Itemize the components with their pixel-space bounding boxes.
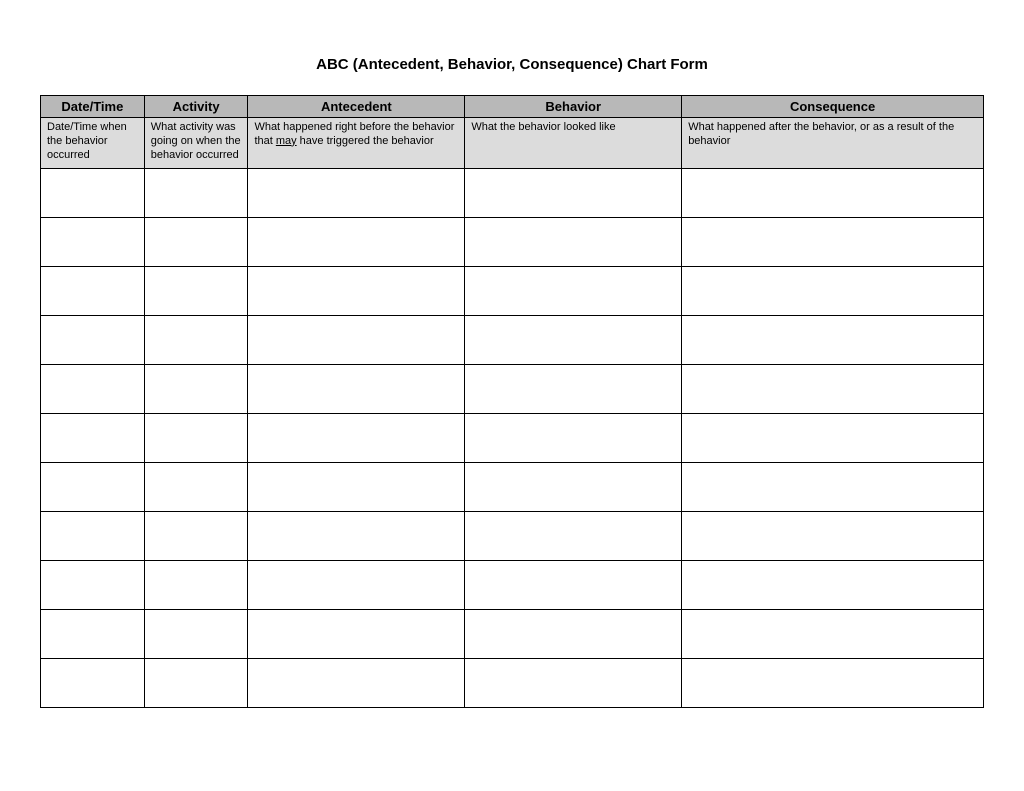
table-row <box>41 463 984 512</box>
table-cell <box>41 218 145 267</box>
table-row <box>41 414 984 463</box>
table-row <box>41 218 984 267</box>
table-cell <box>144 316 248 365</box>
col-description: What happened right before the behavior … <box>248 118 465 169</box>
table-cell <box>465 610 682 659</box>
col-header: Antecedent <box>248 96 465 118</box>
table-cell <box>465 561 682 610</box>
table-cell <box>682 316 984 365</box>
table-cell <box>465 414 682 463</box>
table-cell <box>248 512 465 561</box>
table-cell <box>144 463 248 512</box>
table-cell <box>248 316 465 365</box>
table-cell <box>248 169 465 218</box>
table-cell <box>682 169 984 218</box>
col-header: Date/Time <box>41 96 145 118</box>
col-header: Consequence <box>682 96 984 118</box>
table-cell <box>144 512 248 561</box>
col-description: What activity was going on when the beha… <box>144 118 248 169</box>
table-cell <box>41 659 145 708</box>
table-cell <box>41 512 145 561</box>
table-cell <box>682 365 984 414</box>
table-cell <box>41 463 145 512</box>
table-row <box>41 316 984 365</box>
table-cell <box>41 610 145 659</box>
table-row <box>41 610 984 659</box>
table-cell <box>248 463 465 512</box>
table-cell <box>465 512 682 561</box>
table-cell <box>144 218 248 267</box>
table-cell <box>144 365 248 414</box>
table-cell <box>248 365 465 414</box>
table-cell <box>144 267 248 316</box>
table-cell <box>465 365 682 414</box>
description-row: Date/Time when the behavior occurredWhat… <box>41 118 984 169</box>
table-cell <box>682 267 984 316</box>
table-cell <box>248 414 465 463</box>
page: ABC (Antecedent, Behavior, Consequence) … <box>0 0 1024 748</box>
table-cell <box>465 169 682 218</box>
table-cell <box>41 267 145 316</box>
table-row <box>41 169 984 218</box>
table-cell <box>144 610 248 659</box>
table-cell <box>144 414 248 463</box>
table-row <box>41 512 984 561</box>
table-row <box>41 659 984 708</box>
table-cell <box>682 659 984 708</box>
col-description: Date/Time when the behavior occurred <box>41 118 145 169</box>
table-cell <box>41 316 145 365</box>
table-cell <box>248 659 465 708</box>
table-cell <box>41 414 145 463</box>
table-cell <box>465 463 682 512</box>
col-header: Activity <box>144 96 248 118</box>
table-cell <box>248 267 465 316</box>
table-cell <box>248 561 465 610</box>
table-cell <box>41 561 145 610</box>
table-cell <box>682 561 984 610</box>
table-cell <box>465 316 682 365</box>
header-row: Date/TimeActivityAntecedentBehaviorConse… <box>41 96 984 118</box>
table-cell <box>144 659 248 708</box>
table-cell <box>248 610 465 659</box>
table-cell <box>465 659 682 708</box>
form-title: ABC (Antecedent, Behavior, Consequence) … <box>40 56 984 73</box>
table-cell <box>682 610 984 659</box>
table-row <box>41 267 984 316</box>
table-cell <box>465 218 682 267</box>
table-row <box>41 561 984 610</box>
col-description: What happened after the behavior, or as … <box>682 118 984 169</box>
table-cell <box>144 169 248 218</box>
table-cell <box>41 365 145 414</box>
col-description: What the behavior looked like <box>465 118 682 169</box>
table-cell <box>41 169 145 218</box>
table-cell <box>144 561 248 610</box>
table-cell <box>682 463 984 512</box>
table-cell <box>682 414 984 463</box>
table-cell <box>465 267 682 316</box>
table-cell <box>682 218 984 267</box>
abc-table: Date/TimeActivityAntecedentBehaviorConse… <box>40 95 984 708</box>
table-cell <box>248 218 465 267</box>
table-row <box>41 365 984 414</box>
col-header: Behavior <box>465 96 682 118</box>
table-cell <box>682 512 984 561</box>
